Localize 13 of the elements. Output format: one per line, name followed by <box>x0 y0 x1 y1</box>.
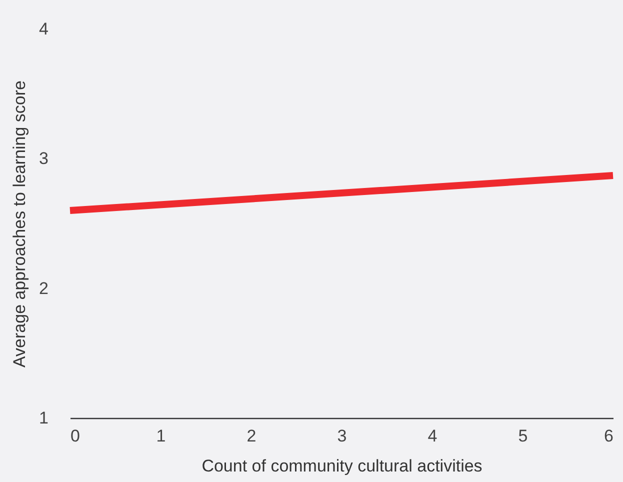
x-tick-label: 3 <box>337 426 347 446</box>
x-tick-label: 1 <box>156 426 166 446</box>
x-tick-label: 2 <box>246 426 256 446</box>
y-tick-label: 2 <box>39 278 48 298</box>
y-tick-label: 1 <box>39 408 48 428</box>
x-tick-label: 0 <box>70 426 80 446</box>
x-tick-label: 4 <box>428 426 438 446</box>
y-axis-title: Average approaches to learning score <box>10 80 30 368</box>
y-tick-label: 3 <box>39 149 48 168</box>
y-tick-label: 4 <box>39 20 48 38</box>
x-tick-label: 5 <box>518 426 528 446</box>
x-tick-label: 6 <box>604 426 614 446</box>
x-axis-title: Count of community cultural activities <box>202 456 482 476</box>
